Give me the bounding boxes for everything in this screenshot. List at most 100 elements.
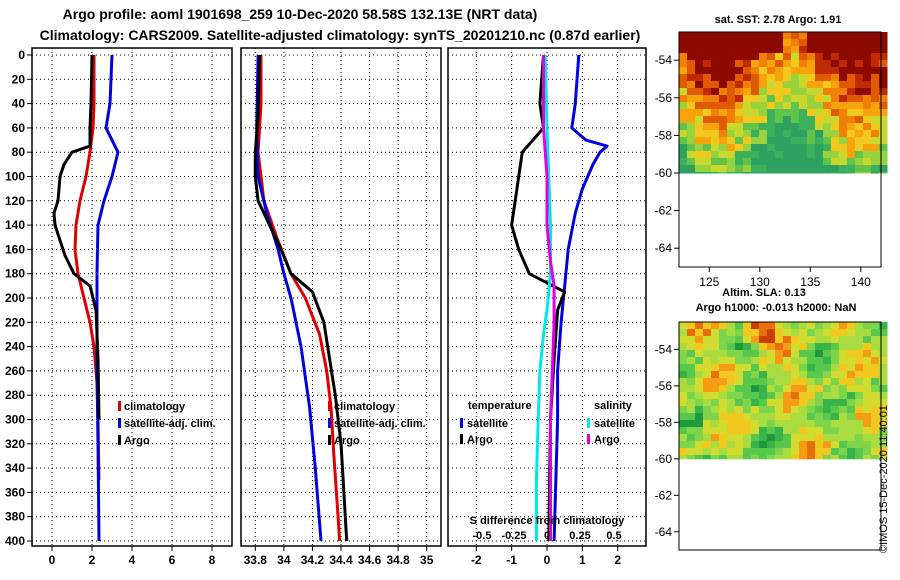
s-tick-label: 0.25	[569, 530, 590, 542]
heatmap-cell	[743, 60, 752, 68]
heatmap-cell	[847, 53, 856, 61]
heatmap-cell	[719, 60, 728, 68]
heatmap-cell	[735, 67, 744, 75]
heatmap-cell	[879, 441, 888, 449]
heatmap-cell	[871, 399, 880, 407]
heatmap-cell	[727, 350, 736, 358]
heatmap-cell	[839, 420, 848, 428]
heatmap-cell	[791, 102, 800, 110]
heatmap-cell	[727, 434, 736, 442]
heatmap-cell	[791, 151, 800, 159]
heatmap-cell	[791, 109, 800, 117]
heatmap-cell	[799, 46, 808, 54]
heatmap-cell	[711, 413, 720, 421]
heatmap-cell	[767, 165, 776, 173]
heatmap-cell	[711, 74, 720, 82]
heatmap-cell	[687, 455, 696, 460]
heatmap-cell	[719, 81, 728, 89]
heatmap-cell	[727, 32, 736, 40]
heatmap-cell	[751, 81, 760, 89]
heatmap-cell	[815, 350, 824, 358]
heatmap-cell	[847, 137, 856, 145]
heatmap-cell	[855, 116, 864, 124]
y-tick-label: 240	[5, 340, 25, 354]
heatmap-cell	[751, 74, 760, 82]
heatmap-cell	[855, 420, 864, 428]
heatmap-cell	[863, 322, 872, 330]
heatmap-cell	[679, 371, 688, 379]
difference-x-axis: -2 -1 0 1 2	[471, 546, 621, 567]
heatmap-cell	[687, 172, 696, 174]
heatmap-cell	[807, 158, 816, 166]
heatmap-cell	[775, 455, 784, 460]
heatmap-cell	[767, 364, 776, 372]
heatmap-cell	[751, 392, 760, 400]
heatmap-cell	[863, 406, 872, 414]
heatmap-cell	[847, 81, 856, 89]
heatmap-cell	[879, 406, 888, 414]
heatmap-cell	[799, 53, 808, 61]
heatmap-cell	[767, 392, 776, 400]
heatmap-cell	[871, 413, 880, 421]
heatmap-cell	[759, 137, 768, 145]
heatmap-cell	[743, 74, 752, 82]
heatmap-cell	[767, 116, 776, 124]
heatmap-cell	[743, 378, 752, 386]
heatmap-cell	[815, 385, 824, 393]
heatmap-cell	[759, 371, 768, 379]
heatmap-cell	[695, 46, 704, 54]
heatmap-cell	[783, 441, 792, 449]
heatmap-cell	[703, 385, 712, 393]
heatmap-cell	[863, 392, 872, 400]
heatmap-cell	[727, 39, 736, 47]
heatmap-cell	[863, 165, 872, 173]
heatmap-cell	[783, 88, 792, 96]
heatmap-cell	[855, 137, 864, 145]
heatmap-cell	[695, 448, 704, 456]
heatmap-cell	[719, 53, 728, 61]
heatmap-cell	[735, 39, 744, 47]
series-line-temperature-satellite	[552, 54, 609, 542]
heatmap-cell	[703, 357, 712, 365]
heatmap-cell	[711, 357, 720, 365]
heatmap-cell	[759, 74, 768, 82]
heatmap-cell	[735, 32, 744, 40]
heatmap-cell	[711, 144, 720, 152]
heatmap-cell	[727, 392, 736, 400]
heatmap-cell	[839, 364, 848, 372]
x-tick-label: 1	[579, 553, 586, 567]
heatmap-cell	[679, 144, 688, 152]
heatmap-cell	[751, 350, 760, 358]
y-tick-label: 200	[5, 291, 25, 305]
heatmap-cell	[751, 378, 760, 386]
heatmap-cell	[815, 420, 824, 428]
heatmap-cell	[879, 322, 888, 330]
heatmap-cell	[871, 88, 880, 96]
heatmap-cell	[831, 172, 840, 174]
heatmap-cell	[775, 32, 784, 40]
y-tick-label: 380	[5, 510, 25, 524]
legend-swatch-temp-argo	[460, 434, 463, 444]
heatmap-cell	[879, 413, 888, 421]
heatmap-cell	[823, 172, 832, 174]
heatmap-cell	[719, 406, 728, 414]
heatmap-cell	[743, 441, 752, 449]
heatmap-cell	[799, 322, 808, 330]
heatmap-cell	[751, 137, 760, 145]
heatmap-cell	[783, 137, 792, 145]
heatmap-cell	[727, 336, 736, 344]
heatmap-cell	[815, 434, 824, 442]
heatmap-cell	[831, 46, 840, 54]
heatmap-cell	[791, 32, 800, 40]
heatmap-cell	[823, 137, 832, 145]
heatmap-cell	[695, 116, 704, 124]
heatmap-cell	[839, 95, 848, 103]
heatmap-cell	[879, 350, 888, 358]
heatmap-cell	[775, 109, 784, 117]
heatmap-cell	[831, 123, 840, 131]
heatmap-cell	[815, 109, 824, 117]
heatmap-cell	[695, 130, 704, 138]
heatmap-cell	[687, 441, 696, 449]
heatmap-cell	[679, 357, 688, 365]
heatmap-cell	[695, 350, 704, 358]
